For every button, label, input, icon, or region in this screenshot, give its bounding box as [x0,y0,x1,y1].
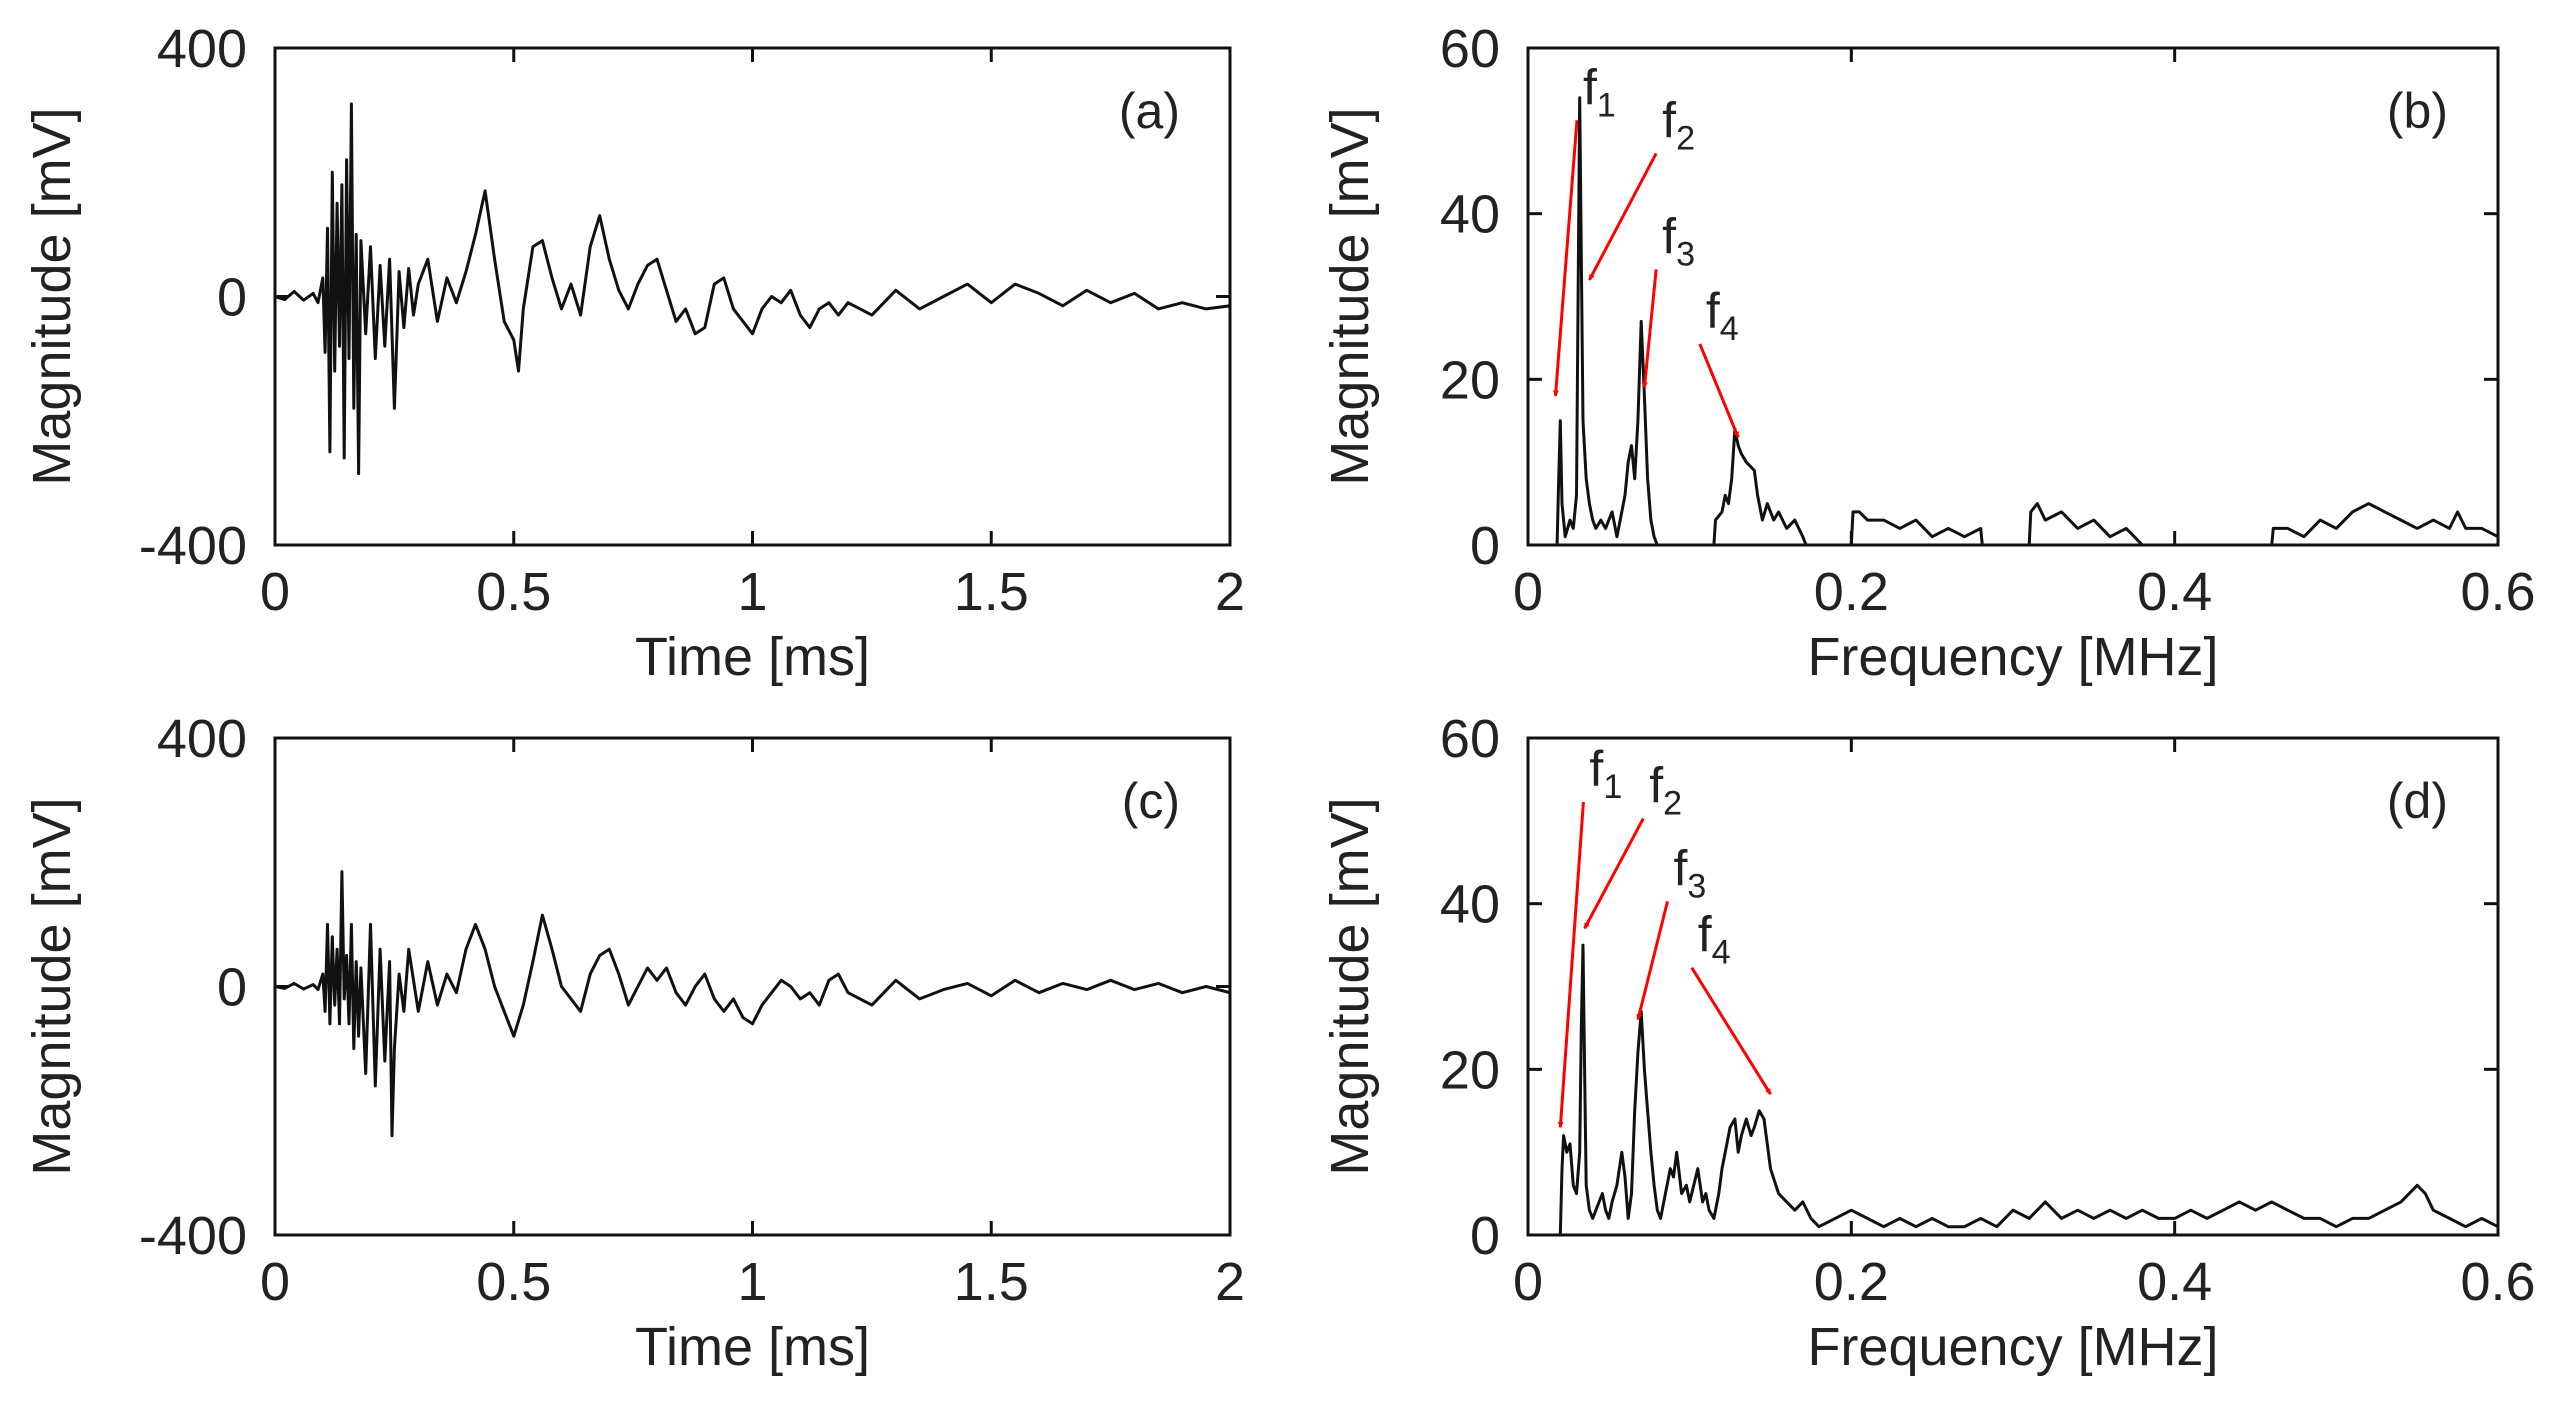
y-tick-label: 40 [1440,185,1500,245]
annotation-subscript: 2 [1663,785,1682,823]
annotation-base: f [1649,758,1663,814]
panel-d: 0 0.2 0.4 0.6 0 20 40 60 Frequency [MHz] Magnitud… [1320,709,2536,1377]
x-tick-label: 1.5 [954,562,1029,622]
annotation-subscript: 3 [1676,235,1695,273]
y-axis-label: Magnitude [mV] [1320,797,1380,1175]
panel-label: (b) [2387,83,2448,139]
annotation-label: f4 [1698,907,1731,972]
annotation-arrow [1636,901,1669,1021]
x-tick-label: 0.4 [2137,1252,2212,1312]
annotation-arrow [1583,817,1645,930]
annotation-subscript: 1 [1597,86,1616,124]
series-line-a-0 [275,102,1230,476]
x-tick-label: 1 [737,1252,767,1312]
y-tick-label: -400 [139,1206,247,1266]
annotation-label: f3 [1662,208,1695,273]
annotation-arrow [1641,269,1658,389]
x-tick-label: 2 [1215,562,1245,622]
x-tick-label: 0.5 [476,1252,551,1312]
y-tick-label: 0 [1470,516,1500,576]
axes-box-c [273,736,1232,1237]
x-axis-label: Frequency [MHz] [1807,627,2218,687]
annotation-arrow [1690,966,1772,1095]
annotation-label: f1 [1589,741,1622,806]
series-line-d-0 [1558,943,2498,1235]
annotation-subscript: 4 [1712,934,1731,972]
panel-label: (c) [1122,773,1180,829]
x-tick-label: 0.2 [1814,1252,1889,1312]
y-axis-label: Magnitude [mV] [22,107,82,485]
axes-box-d [1526,736,2500,1237]
annotation-label: f2 [1649,758,1682,823]
x-tick-label: 0.5 [476,562,551,622]
annotation-label: f2 [1662,92,1695,157]
annotation-arrow [1588,152,1658,281]
y-tick-label: 60 [1440,19,1500,79]
annotation-arrow [1552,120,1579,397]
y-tick-label: 0 [217,268,247,328]
annotation-base: f [1698,907,1712,963]
x-tick-label: 0 [260,1252,290,1312]
x-axis-label: Time [ms] [635,1317,870,1377]
y-tick-label: 0 [1470,1206,1500,1266]
y-tick-label: -400 [139,516,247,576]
y-tick-label: 400 [157,709,247,769]
annotation-base: f [1662,208,1676,264]
x-tick-label: 0.6 [2460,1252,2535,1312]
y-tick-label: 20 [1440,1040,1500,1100]
panel-label: (d) [2387,773,2448,829]
annotation-base: f [1674,840,1688,896]
annotation-subscript: 2 [1676,119,1695,157]
x-tick-label: 0.6 [2460,562,2535,622]
annotation-base: f [1706,283,1720,339]
y-tick-label: 60 [1440,709,1500,769]
panel-label: (a) [1119,83,1180,139]
axes-box-a [273,46,1232,547]
annotation-base: f [1583,59,1597,115]
annotation-subscript: 3 [1687,867,1706,905]
x-tick-label: 1 [737,562,767,622]
x-tick-label: 0.4 [2137,562,2212,622]
annotation-base: f [1589,741,1603,797]
axes-box-b [1526,46,2500,547]
series-line-b-0 [1555,96,2498,545]
y-tick-label: 400 [157,19,247,79]
annotation-label: f4 [1706,283,1739,348]
x-tick-label: 2 [1215,1252,1245,1312]
x-axis-label: Time [ms] [635,627,870,687]
x-tick-label: 0 [1513,1252,1543,1312]
x-axis-label: Frequency [MHz] [1807,1317,2218,1377]
x-tick-label: 1.5 [954,1252,1029,1312]
y-tick-label: 20 [1440,350,1500,410]
annotation-arrow [1557,801,1585,1128]
annotation-label: f3 [1674,840,1707,905]
x-tick-label: 0 [1513,562,1543,622]
annotation-arrow [1698,343,1740,438]
annotation-subscript: 1 [1603,768,1622,806]
series-line-c-0 [275,870,1230,1138]
panel-b: 0 0.2 0.4 0.6 0 20 40 60 Frequency [MHz] Magnitud… [1320,19,2536,687]
annotation-subscript: 4 [1720,310,1739,348]
annotation-base: f [1662,92,1676,148]
annotation-label: f1 [1583,59,1616,124]
x-tick-label: 0 [260,562,290,622]
y-tick-label: 40 [1440,875,1500,935]
y-tick-label: 0 [217,958,247,1018]
y-axis-label: Magnitude [mV] [22,797,82,1175]
y-axis-label: Magnitude [mV] [1320,107,1380,485]
x-tick-label: 0.2 [1814,562,1889,622]
